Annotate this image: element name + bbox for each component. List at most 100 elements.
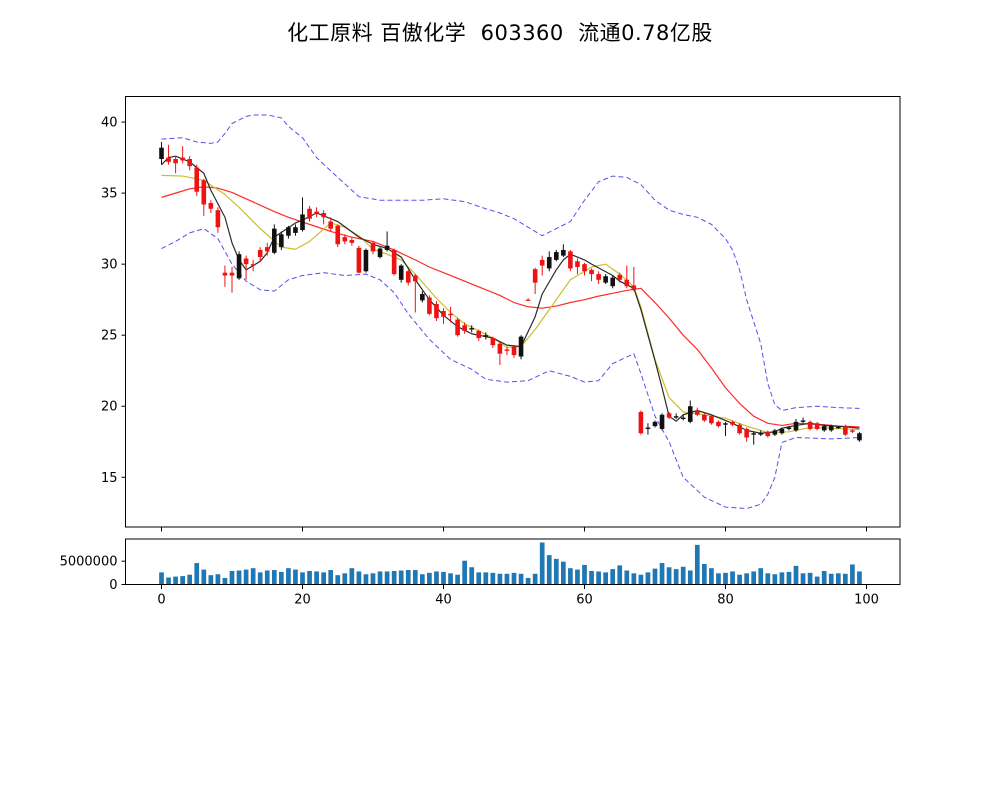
volume-bar <box>786 571 792 585</box>
candle-body <box>307 208 312 219</box>
volume-bar <box>448 573 453 585</box>
candle-body <box>709 416 714 424</box>
price-tick-label: 15 <box>101 471 118 486</box>
volume-bar <box>539 542 545 585</box>
volume-bar <box>821 570 827 585</box>
volume-bar <box>349 568 355 585</box>
volume-bar <box>405 570 411 585</box>
volume-bar <box>828 573 834 585</box>
candle-body <box>328 221 333 229</box>
volume-bar <box>420 574 425 585</box>
candle-body <box>582 264 587 272</box>
volume-bar <box>814 576 820 585</box>
volume-bar <box>391 570 397 585</box>
candle-body <box>814 423 820 429</box>
candle-body <box>250 264 256 266</box>
candle-body <box>596 274 601 280</box>
volume-bar <box>694 544 700 585</box>
volume-bar <box>201 569 207 585</box>
volume-bar <box>716 573 721 585</box>
volume-bar <box>617 565 623 585</box>
volume-bar <box>779 572 785 585</box>
price-tick-label: 35 <box>101 187 118 202</box>
volume-bar <box>412 570 418 585</box>
volume-bar <box>553 558 559 585</box>
volume-bar <box>166 577 171 585</box>
volume-bar <box>659 563 665 585</box>
candle-body <box>695 410 700 415</box>
candle-body <box>483 335 489 337</box>
candle-body <box>286 227 291 236</box>
candle-body <box>673 416 679 418</box>
volume-bar <box>582 564 587 585</box>
candle-body <box>765 431 771 437</box>
candle-body <box>603 276 608 283</box>
volume-bar <box>631 573 637 585</box>
ma-mid-line <box>161 174 860 434</box>
candle-body <box>413 275 418 282</box>
volume-bar <box>758 568 764 585</box>
candle-body <box>335 225 341 245</box>
candle-body <box>208 203 214 209</box>
candle-body <box>836 426 841 429</box>
volume-bar <box>286 568 291 585</box>
volume-bar <box>243 569 249 585</box>
candle-body <box>772 430 778 435</box>
candle-body <box>300 214 305 231</box>
candle-body <box>800 420 806 422</box>
volume-bar <box>673 569 679 585</box>
volume-bar <box>271 570 277 585</box>
volume-bar <box>314 571 319 585</box>
price-tick-label: 40 <box>101 116 118 131</box>
volume-bar <box>335 575 341 585</box>
volume-bar <box>356 571 362 585</box>
candle-body <box>843 426 848 435</box>
ma-fast-line <box>161 155 860 434</box>
volume-bar <box>709 568 714 585</box>
volume-bar <box>384 571 390 585</box>
volume-bar <box>561 561 566 585</box>
volume-bar <box>462 560 467 585</box>
candle-body <box>702 414 707 421</box>
volume-bar <box>293 569 298 585</box>
candle-body <box>448 313 453 316</box>
candle-body <box>546 257 552 269</box>
candle-body <box>391 249 397 275</box>
volume-bar <box>264 570 270 585</box>
volume-bar <box>279 571 284 585</box>
volume-bar <box>596 571 601 585</box>
candle-body <box>222 272 228 276</box>
volume-bar <box>250 568 256 585</box>
volume-bar <box>398 570 404 585</box>
volume-bar <box>857 571 862 585</box>
volume-bar <box>737 574 742 585</box>
candle-body <box>370 242 376 252</box>
candle-body <box>504 349 510 351</box>
candle-body <box>462 325 467 331</box>
candle-body <box>497 343 503 354</box>
candle-body <box>180 157 185 161</box>
volume-bar <box>483 572 489 585</box>
volume-bar <box>793 565 799 585</box>
volume-bar <box>835 573 841 585</box>
candle-body <box>201 180 207 205</box>
volume-bar <box>194 563 200 585</box>
volume-bar <box>850 564 855 585</box>
candle-body <box>427 297 432 314</box>
volume-bar <box>546 555 552 585</box>
candle-body <box>321 213 326 218</box>
volume-bar <box>377 571 383 585</box>
candle-body <box>398 265 404 280</box>
main-plot-frame <box>125 96 901 528</box>
candle-body <box>532 269 538 283</box>
volume-bar <box>180 576 185 585</box>
candle-body <box>384 245 390 250</box>
candle-body <box>652 421 658 427</box>
candle-body <box>279 234 284 248</box>
volume-tick-label: 0 <box>109 578 117 593</box>
candle-body <box>187 159 192 167</box>
candle-body <box>730 421 735 425</box>
candle-body <box>575 261 580 267</box>
candle-body <box>476 330 482 339</box>
